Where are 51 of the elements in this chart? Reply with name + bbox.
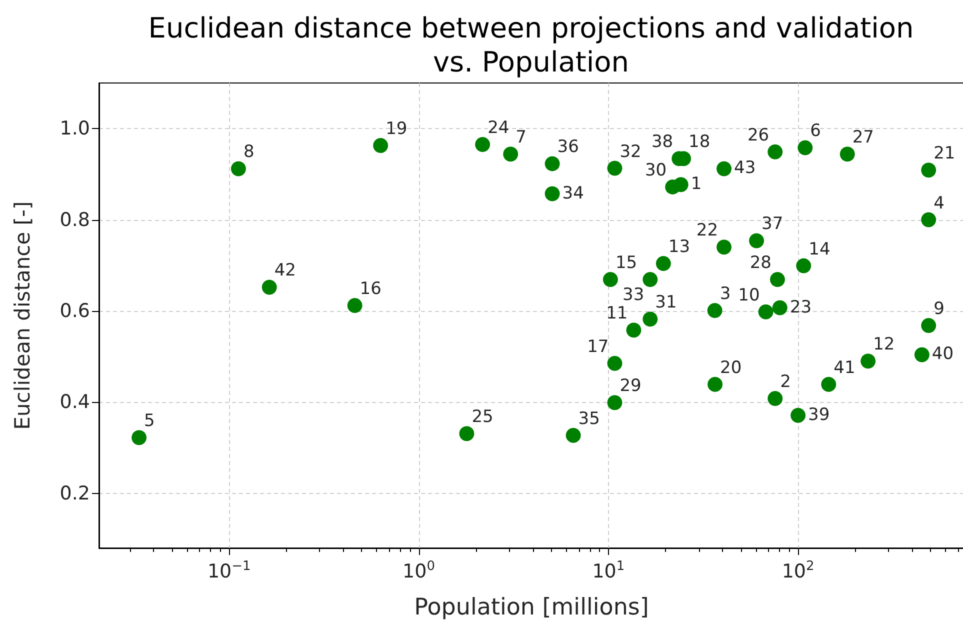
annotation: 37	[762, 214, 784, 234]
annotation: 1	[690, 174, 702, 194]
annotation: 22	[696, 220, 718, 241]
annotation: 19	[386, 118, 408, 139]
annotation: 25	[472, 407, 494, 428]
annotation: 8	[243, 142, 254, 162]
annotation: 26	[747, 125, 770, 146]
annotation: 40	[932, 344, 954, 364]
chart-title: Euclidean distance between projections and validation vs. Population	[148, 12, 914, 78]
y-tick-label: 1.0	[60, 118, 90, 140]
annotation: 17	[587, 336, 609, 357]
annotation: 24	[488, 118, 510, 138]
y-tick-label: 0.2	[60, 482, 90, 504]
annotation: 10	[738, 285, 760, 306]
annotation: 6	[810, 121, 821, 142]
annotation: 20	[720, 358, 742, 378]
y-tick-label: 0.6	[60, 300, 90, 322]
annotation: 4	[934, 193, 944, 214]
annotation: 33	[622, 284, 644, 305]
annotation: 23	[790, 297, 812, 318]
annotation: 9	[934, 299, 944, 320]
y-tick-label: 0.4	[60, 391, 90, 414]
annotation: 43	[734, 158, 756, 178]
y-tick-label: 0.8	[60, 208, 90, 231]
annotation: 30	[644, 160, 667, 180]
annotation: 12	[873, 334, 895, 355]
annotation: 11	[606, 304, 628, 324]
annotation: 31	[655, 292, 677, 313]
annotation: 2	[780, 372, 791, 392]
annotation: 38	[651, 132, 674, 152]
annotation: 14	[808, 239, 830, 260]
annotation: 7	[516, 128, 526, 148]
annotation: 35	[578, 408, 600, 429]
annotation: 21	[934, 144, 956, 164]
x-axis-title: Population [millions]	[414, 594, 649, 620]
y-axis-title: Euclidean distance [-]	[10, 201, 34, 430]
annotation: 15	[615, 252, 638, 273]
annotation: 29	[620, 376, 642, 396]
annotation: 13	[668, 237, 690, 258]
annotation: 18	[688, 132, 710, 152]
annotation: 39	[808, 404, 830, 425]
annotation: 16	[360, 278, 382, 299]
annotation: 36	[557, 137, 579, 158]
annotation: 27	[852, 128, 874, 148]
annotation: 3	[720, 284, 731, 304]
annotation: 34	[562, 183, 584, 204]
annotation: 5	[144, 411, 155, 432]
annotation: 28	[750, 252, 772, 273]
annotation: 41	[834, 358, 856, 378]
annotation: 32	[620, 142, 642, 162]
annotation: 42	[274, 260, 296, 281]
